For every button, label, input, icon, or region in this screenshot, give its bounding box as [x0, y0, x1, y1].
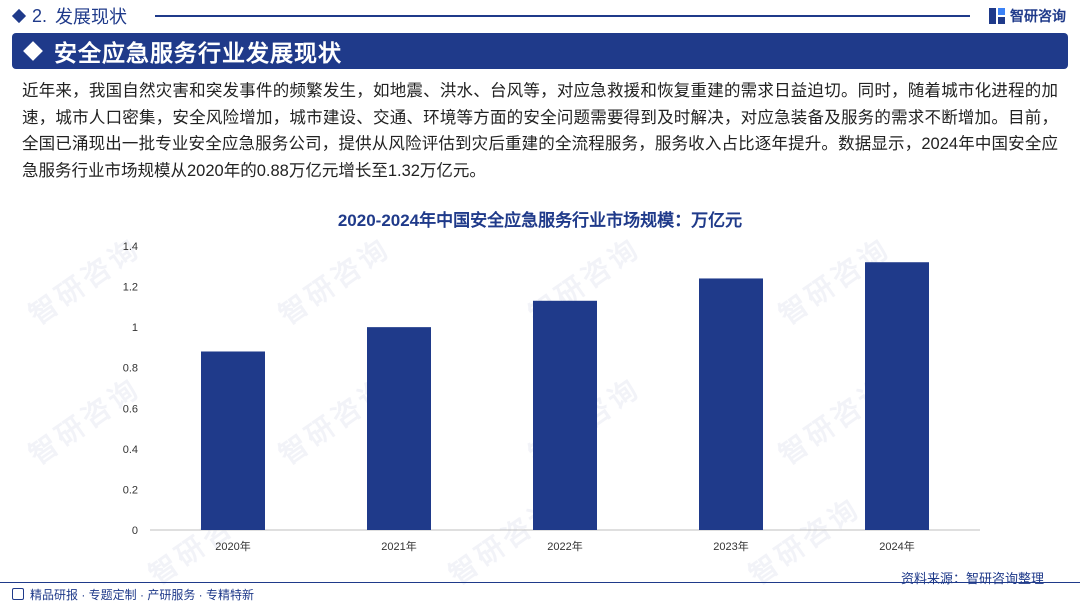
chart-title: 2020-2024年中国安全应急服务行业市场规模：万亿元	[337, 211, 743, 230]
footer-divider	[0, 582, 1080, 583]
section-divider	[155, 15, 970, 17]
x-tick-label: 2022年	[547, 539, 582, 553]
services-text: 精品研报 · 专题定制 · 产研服务 · 专精特新	[30, 587, 254, 602]
y-tick-label: 1.4	[123, 241, 138, 253]
section-number: 2.	[32, 5, 48, 26]
x-tick-label: 2021年	[381, 539, 416, 553]
diamond-icon	[23, 41, 43, 61]
y-tick-label: 0.6	[123, 403, 138, 415]
bar-2021年	[367, 327, 431, 530]
x-tick-label: 2024年	[879, 539, 914, 553]
y-tick-label: 0.4	[123, 444, 138, 456]
page-title: 安全应急服务行业发展现状	[54, 40, 342, 66]
report-icon	[12, 588, 24, 600]
section-header: 2. 发展现状 智研咨询	[0, 0, 1080, 32]
logo-text: 智研咨询	[1010, 8, 1066, 24]
title-bar: 安全应急服务行业发展现状	[12, 33, 1068, 69]
y-tick-label: 1	[132, 322, 138, 334]
x-tick-label: 2023年	[713, 539, 748, 553]
x-tick-label: 2020年	[215, 539, 250, 553]
footer-services: 精品研报 · 专题定制 · 产研服务 · 专精特新	[12, 586, 254, 602]
source-note: 资料来源：智研咨询整理	[900, 571, 1044, 586]
body-paragraph: 近年来，我国自然灾害和突发事件的频繁发生，如地震、洪水、台风等，对应急救援和恢复…	[22, 82, 1058, 180]
bar-2022年	[533, 300, 597, 530]
bar-2024年	[865, 262, 929, 530]
brand-logo: 智研咨询	[988, 5, 1066, 27]
bar-2020年	[201, 351, 265, 530]
section-title: 发展现状	[55, 7, 128, 27]
y-tick-label: 0.2	[123, 484, 138, 496]
y-tick-label: 0	[132, 525, 138, 537]
y-tick-label: 0.8	[123, 363, 138, 375]
bar-2023年	[699, 278, 763, 530]
diamond-icon	[11, 8, 27, 24]
bar-chart: 0 0.2 0.4 0.6 0.8 1 1.2 1.4 2020年 2021年 2022年 2023年…	[123, 241, 980, 553]
section-label: 2. 发展现状	[11, 4, 128, 28]
y-tick-label: 1.2	[123, 282, 138, 294]
logo-icon	[989, 8, 1005, 24]
